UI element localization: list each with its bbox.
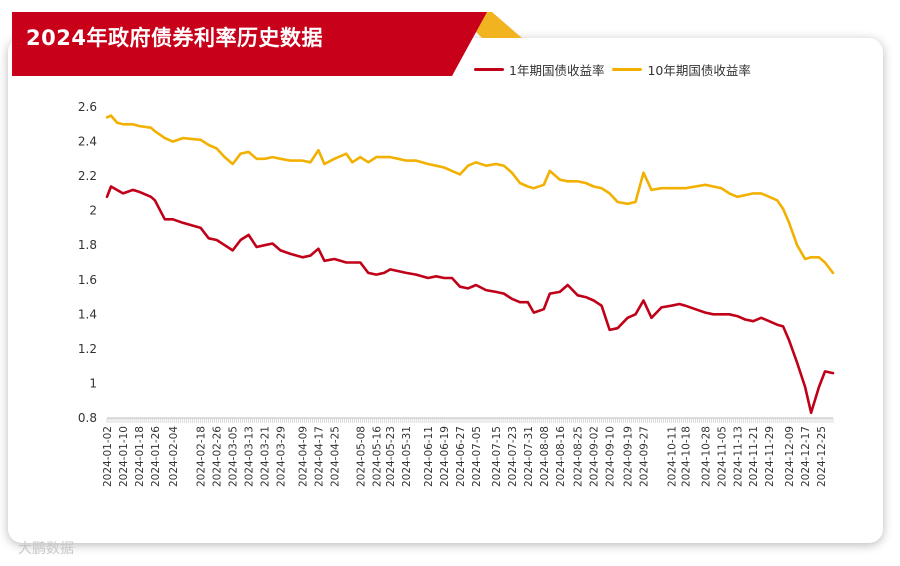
watermark: 大鹏数据 bbox=[18, 541, 74, 557]
x-tick-label: 2024-03-05 bbox=[228, 426, 240, 487]
x-tick-label: 2024-09-10 bbox=[605, 426, 617, 487]
y-tick-label: 1.6 bbox=[78, 273, 97, 287]
legend-item-10y[interactable]: 10年期国债收益率 bbox=[612, 60, 751, 79]
x-tick-label: 2024-07-05 bbox=[471, 426, 483, 487]
x-tick-label: 2024-05-08 bbox=[355, 426, 367, 487]
x-tick-label: 2024-09-19 bbox=[623, 426, 635, 487]
y-tick-label: 2 bbox=[89, 204, 97, 218]
x-tick-label: 2024-03-29 bbox=[276, 426, 288, 487]
legend-label-1y: 1年期国债收益率 bbox=[509, 62, 605, 78]
series-line-10y bbox=[105, 114, 835, 275]
x-tick-label: 2024-11-13 bbox=[732, 426, 744, 487]
x-tick-label: 2024-06-19 bbox=[439, 426, 451, 487]
x-tick-label: 2024-12-25 bbox=[816, 426, 828, 487]
series-line-1y bbox=[105, 185, 835, 415]
y-tick-label: 1.8 bbox=[78, 238, 97, 252]
x-axis-ticks bbox=[106, 418, 834, 423]
x-tick-label: 2024-07-15 bbox=[491, 426, 503, 487]
x-tick-label: 2024-02-04 bbox=[168, 426, 180, 487]
y-tick-label: 1.2 bbox=[78, 342, 97, 356]
legend-label-10y: 10年期国债收益率 bbox=[647, 62, 751, 78]
x-tick-label: 2024-10-28 bbox=[700, 426, 712, 487]
x-tick-label: 2024-02-18 bbox=[196, 426, 208, 487]
x-tick-label: 2024-04-25 bbox=[329, 426, 341, 487]
banner-main bbox=[12, 12, 487, 76]
x-tick-label: 2024-09-02 bbox=[589, 426, 601, 487]
chart-card bbox=[8, 38, 883, 543]
x-tick-label: 2024-08-25 bbox=[573, 426, 585, 487]
y-tick-label: 2.2 bbox=[78, 169, 97, 183]
x-tick-label: 2024-01-18 bbox=[134, 426, 146, 487]
x-tick-label: 2024-01-26 bbox=[150, 426, 162, 487]
x-tick-label: 2024-09-27 bbox=[639, 426, 651, 487]
x-tick-label: 2024-10-11 bbox=[666, 426, 678, 487]
chart-title: 2024年政府债券利率历史数据 bbox=[26, 26, 323, 50]
legend-swatch-1y bbox=[474, 67, 504, 71]
x-tick-label: 2024-04-17 bbox=[313, 426, 325, 487]
x-tick-label: 2024-07-23 bbox=[507, 426, 519, 487]
x-tick-label: 2024-07-31 bbox=[523, 426, 535, 487]
x-tick-label: 2024-12-09 bbox=[784, 426, 796, 487]
x-tick-label: 2024-05-31 bbox=[401, 426, 413, 487]
x-tick-label: 2024-06-27 bbox=[455, 426, 467, 487]
legend-swatch-10y bbox=[612, 67, 643, 71]
x-tick-label: 2024-03-21 bbox=[260, 426, 272, 487]
x-tick-label: 2024-11-21 bbox=[748, 426, 760, 487]
x-tick-label: 2024-06-11 bbox=[423, 426, 435, 487]
y-tick-label: 1 bbox=[89, 376, 97, 390]
x-tick-label: 2024-12-17 bbox=[800, 426, 812, 487]
x-tick-label: 2024-08-16 bbox=[555, 426, 567, 487]
x-tick-label: 2024-05-23 bbox=[385, 426, 397, 487]
x-tick-label: 2024-01-02 bbox=[102, 426, 114, 487]
y-tick-label: 2.6 bbox=[78, 100, 97, 114]
x-tick-label: 2024-03-13 bbox=[244, 426, 256, 487]
x-tick-label: 2024-10-18 bbox=[680, 426, 692, 487]
y-tick-label: 2.4 bbox=[78, 135, 97, 149]
y-tick-label: 0.8 bbox=[78, 411, 97, 425]
x-tick-label: 2024-02-26 bbox=[212, 426, 224, 487]
title-banner bbox=[12, 12, 522, 76]
x-tick-label: 2024-04-09 bbox=[297, 426, 309, 487]
x-tick-label: 2024-01-10 bbox=[118, 426, 130, 487]
x-tick-label: 2024-08-08 bbox=[539, 426, 551, 487]
legend-item-1y[interactable]: 1年期国债收益率 bbox=[474, 60, 604, 79]
x-tick-label: 2024-05-16 bbox=[371, 426, 383, 487]
x-tick-label: 2024-11-29 bbox=[764, 426, 776, 487]
y-tick-label: 1.4 bbox=[78, 307, 97, 321]
chart-legend: 1年期国债收益率 10年期国债收益率 bbox=[474, 59, 759, 79]
x-tick-label: 2024-11-05 bbox=[716, 426, 728, 487]
